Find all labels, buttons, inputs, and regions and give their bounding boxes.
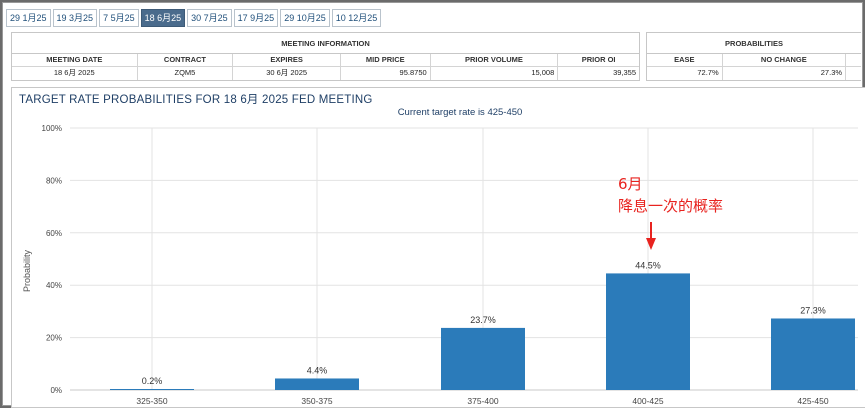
col-mid-price: MID PRICE (341, 54, 431, 66)
probabilities-column-headers: EASE NO CHANGE (647, 54, 861, 67)
col-meeting-date: MEETING DATE (12, 54, 138, 66)
meeting-information-table: MEETING INFORMATION MEETING DATE CONTRAC… (11, 32, 640, 81)
chart-panel (11, 87, 865, 408)
tab-meeting-7[interactable]: 29 10月25 (280, 9, 330, 27)
meeting-date-value: 18 6月 2025 (12, 67, 138, 80)
table-row: 72.7% 27.3% (647, 67, 861, 80)
cell-spacer (846, 67, 861, 80)
tab-meeting-5[interactable]: 30 7月25 (187, 9, 232, 27)
col-prior-oi: PRIOR OI (581, 55, 616, 64)
annotation-line-1: 6月 (618, 175, 643, 193)
ease-value: 72.7% (647, 67, 723, 80)
col-expires: EXPIRES (233, 54, 341, 66)
col-prior-volume: PRIOR VOLUME (431, 54, 559, 66)
tab-meeting-8[interactable]: 10 12月25 (331, 9, 382, 27)
annotation-line-2: 降息一次的概率 (618, 197, 724, 215)
prior-oi-value: 39,355 (613, 68, 637, 77)
table-row: 18 6月 2025 ZQM5 30 6月 2025 95.8750 15,00… (12, 67, 639, 80)
chart-subtitle: Current target rate is 425-450 (397, 107, 523, 118)
meeting-tabs: 29 1月25 19 3月25 7 5月25 18 6月25 30 7月25 17 9月2… (6, 9, 382, 27)
col-no-change: NO CHANGE (723, 54, 847, 66)
probabilities-table: PROBABILITIES EASE NO CHANGE 72.7% 27.3% (646, 32, 861, 81)
col-ease: EASE (647, 54, 723, 66)
tab-meeting-3[interactable]: 7 5月25 (99, 9, 139, 27)
chart-title: TARGET RATE PROBABILITIES FOR 18 6月 2025… (19, 94, 373, 106)
prior-volume-value: 15,008 (431, 67, 559, 80)
annotation-text: 6月 降息一次的概率 (618, 173, 723, 217)
meeting-information-header: MEETING INFORMATION (12, 33, 639, 54)
col-contract: CONTRACT (138, 54, 234, 66)
tab-meeting-2[interactable]: 19 3月25 (52, 9, 98, 27)
mid-price-value: 95.8750 (341, 67, 431, 80)
col-spacer (846, 54, 861, 66)
tab-meeting-4[interactable]: 18 6月25 (140, 9, 186, 27)
tab-meeting-1[interactable]: 29 1月25 (6, 9, 51, 27)
meeting-information-column-headers: MEETING DATE CONTRACT EXPIRES MID PRICE … (12, 54, 639, 67)
no-change-value: 27.3% (723, 67, 847, 80)
contract-value: ZQM5 (138, 67, 234, 80)
expires-value: 30 6月 2025 (233, 67, 341, 80)
probabilities-header: PROBABILITIES (647, 33, 861, 54)
tab-meeting-6[interactable]: 17 9月25 (233, 9, 279, 27)
